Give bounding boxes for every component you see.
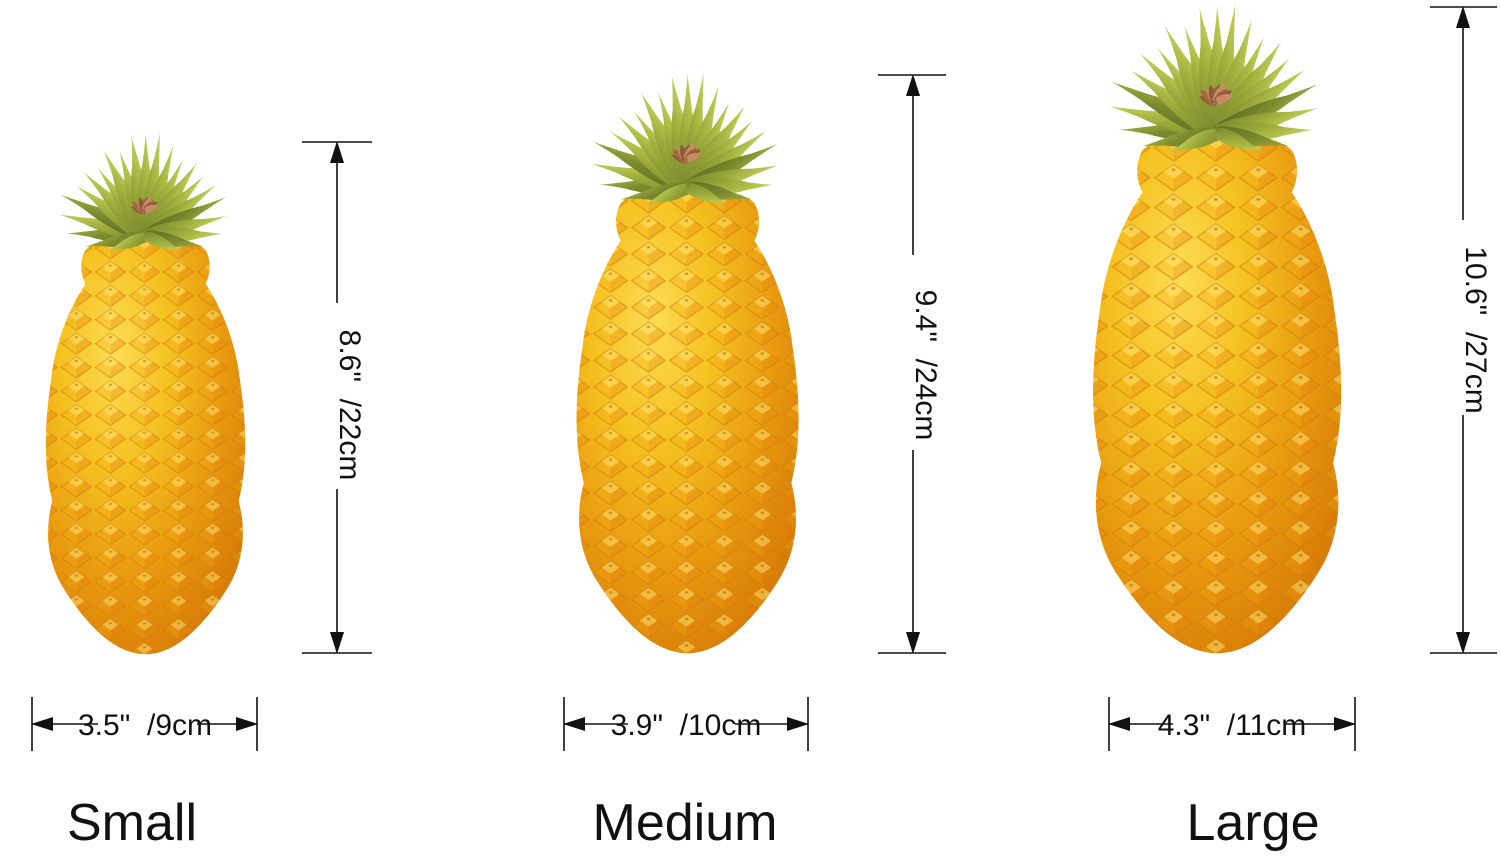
svg-text:Small: Small bbox=[67, 794, 197, 852]
svg-text:8.6" /22cm: 8.6" /22cm bbox=[333, 330, 366, 481]
svg-text:Large: Large bbox=[1187, 794, 1320, 852]
svg-text:3.9" /10cm: 3.9" /10cm bbox=[611, 709, 762, 742]
svg-text:Medium: Medium bbox=[593, 794, 778, 852]
svg-text:10.6" /27cm: 10.6" /27cm bbox=[1459, 246, 1492, 413]
svg-text:3.5" /9cm: 3.5" /9cm bbox=[78, 709, 212, 742]
svg-text:4.3" /11cm: 4.3" /11cm bbox=[1158, 709, 1307, 742]
svg-text:9.4" /24cm: 9.4" /24cm bbox=[909, 290, 942, 441]
